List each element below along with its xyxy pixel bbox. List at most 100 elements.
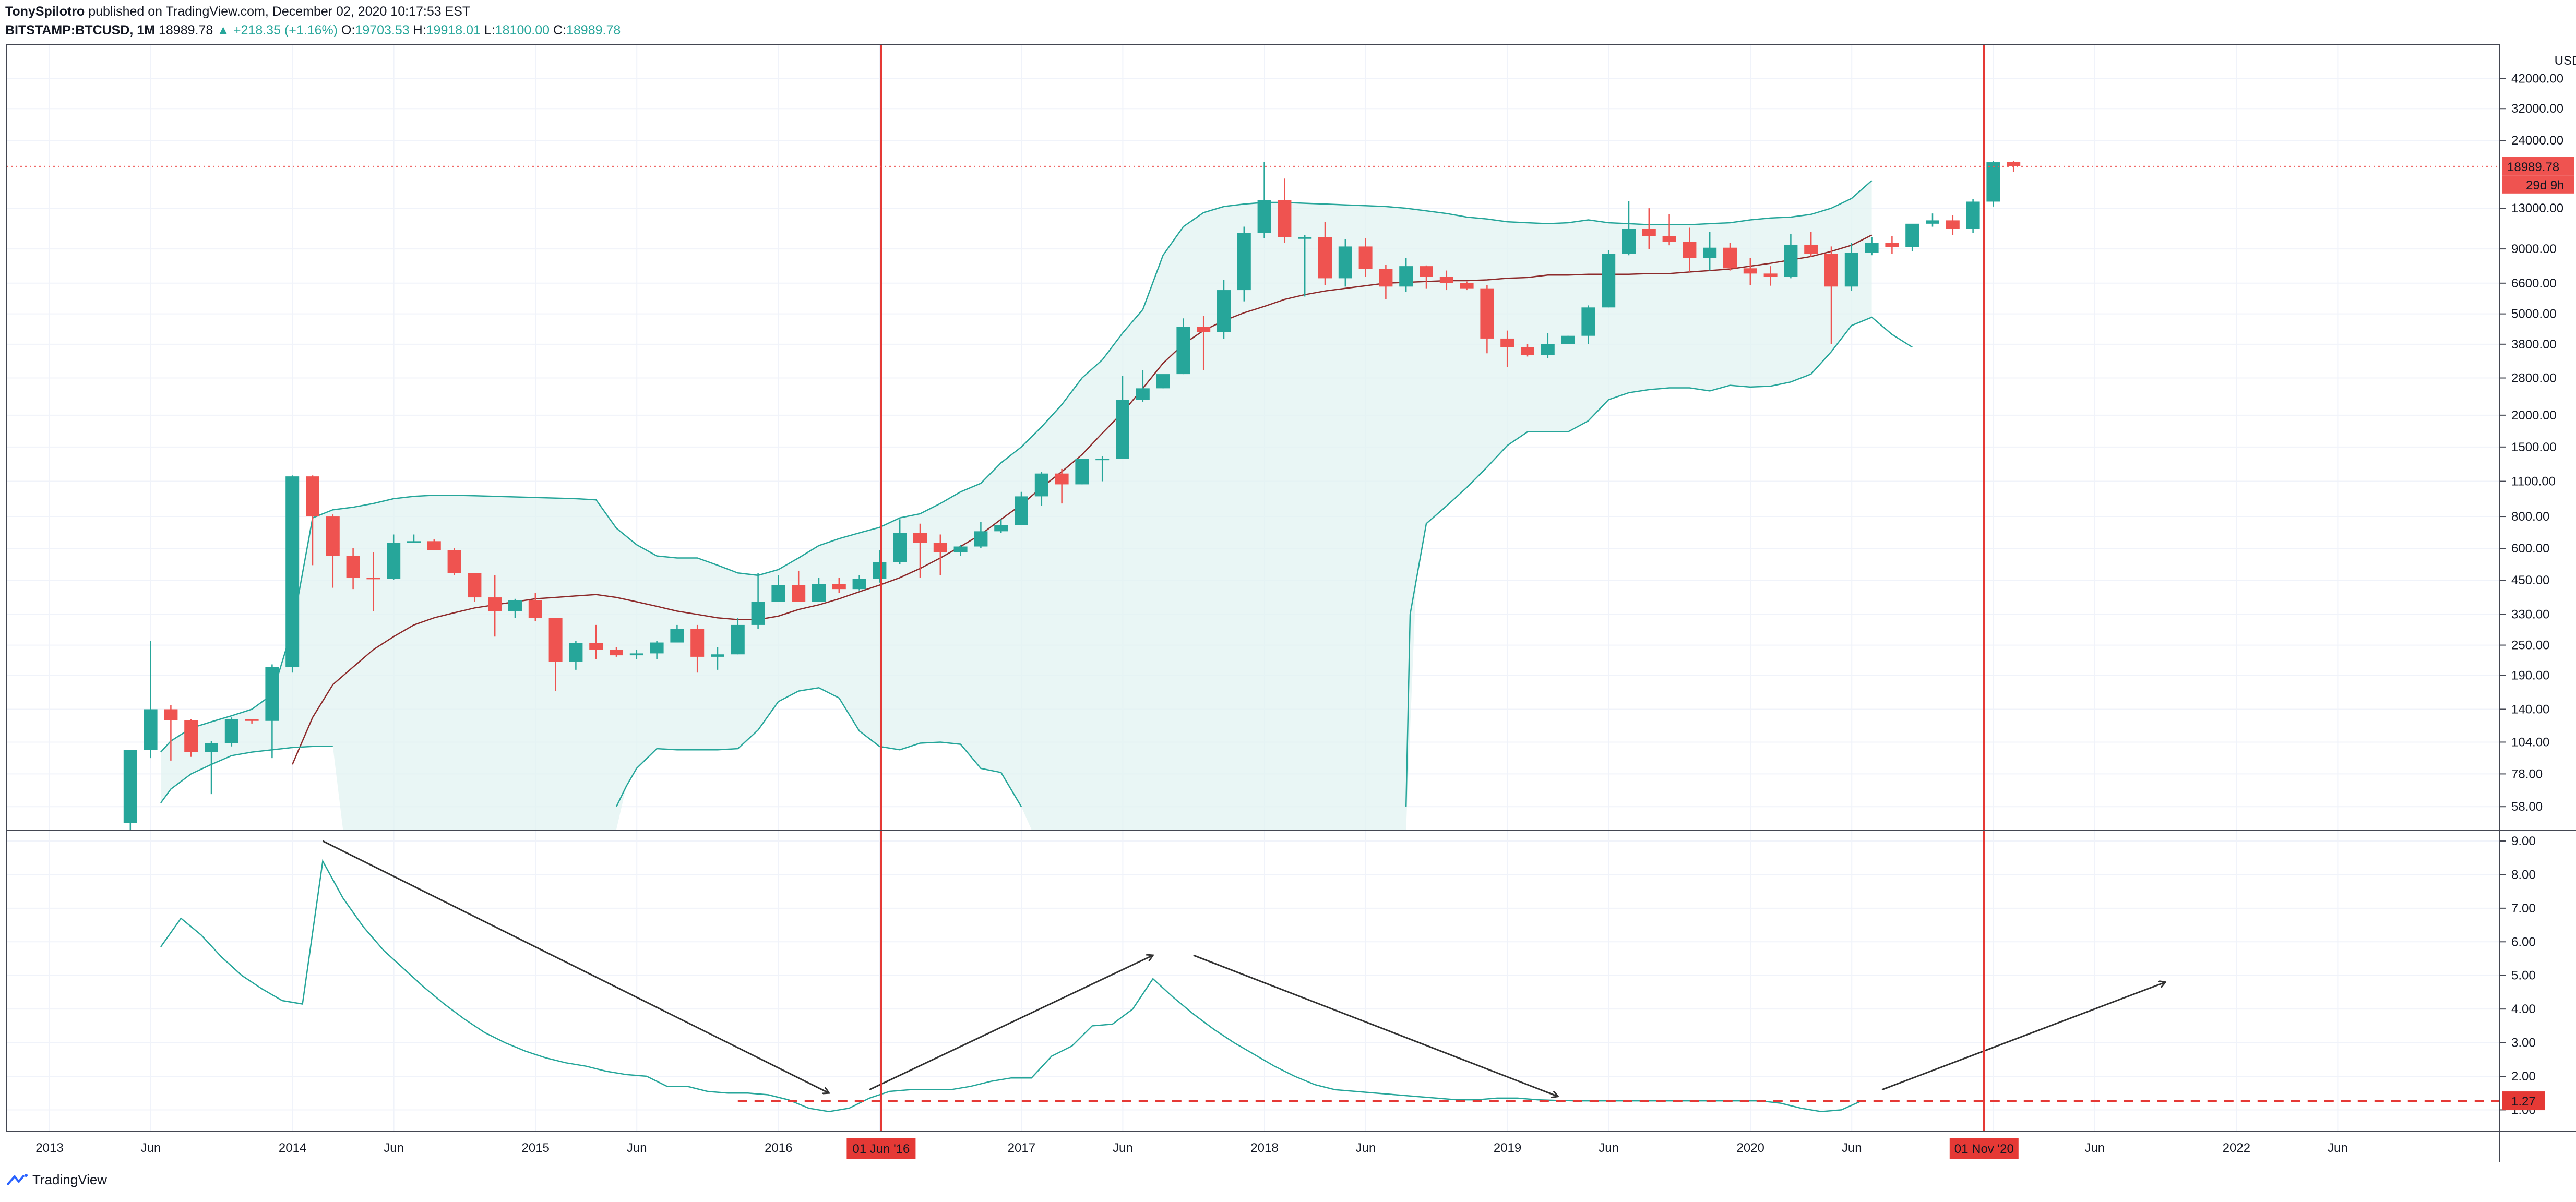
candle-body: [1905, 223, 1919, 247]
y-tick-label: 32000.00: [2511, 102, 2563, 116]
brand-label: TradingView: [32, 1172, 108, 1187]
countdown-badge: [2502, 175, 2574, 194]
y-tick-label: 7.00: [2511, 901, 2536, 916]
candle-body: [548, 618, 563, 662]
y-tick-label: 800.00: [2511, 510, 2549, 524]
candle-body: [346, 556, 360, 578]
annotation-arrow: [1881, 982, 2165, 1091]
price-badge: [2502, 157, 2574, 176]
candle-body: [1480, 288, 1494, 339]
annotation-arrow: [869, 955, 1153, 1091]
ohlc-line: BITSTAMP:BTCUSD, 1M 18989.78 ▲ +218.35 (…: [5, 21, 621, 40]
candle-body: [407, 541, 421, 543]
y-tick-label: 9.00: [2511, 834, 2536, 848]
upper-band-line: [160, 180, 1873, 753]
candle-body: [1844, 253, 1858, 287]
tradingview-brand[interactable]: TradingView: [6, 1172, 107, 1188]
countdown-label: 29d 9h: [2526, 178, 2564, 193]
candle-body: [123, 750, 137, 823]
candle-body: [1521, 347, 1534, 355]
publish-line: TonySpilotro published on TradingView.co…: [5, 2, 621, 21]
y-tick-label: 42000.00: [2511, 72, 2563, 86]
y-tick-label: 6600.00: [2511, 277, 2557, 291]
y-tick-label: 2.00: [2511, 1069, 2536, 1084]
candle-body: [265, 667, 279, 721]
x-tick-label: 2016: [765, 1141, 792, 1155]
candle-body: [1460, 283, 1474, 289]
y-tick-label: 250.00: [2511, 639, 2549, 653]
chart-header: TonySpilotro published on TradingView.co…: [5, 2, 621, 40]
candle-body: [224, 719, 238, 743]
y-tick-label: 6.00: [2511, 935, 2536, 949]
candle-body: [1197, 327, 1211, 332]
candle-body: [245, 719, 259, 721]
candle-body: [1136, 388, 1150, 400]
marker-date-badge: [1949, 1138, 2019, 1159]
x-tick-label: Jun: [1599, 1141, 1619, 1155]
candle-body: [731, 624, 745, 655]
candle-body: [1723, 247, 1737, 269]
x-tick-label: 2017: [1008, 1141, 1035, 1155]
candle-body: [974, 531, 988, 547]
axis-labels: 42000.00 32000.00 24000.00 13000.00 9000.00 6…: [35, 54, 2576, 1159]
x-tick-label: 2022: [2223, 1141, 2250, 1155]
candle-body: [1075, 459, 1089, 485]
candle-body: [792, 585, 806, 602]
y-tick-label: 2000.00: [2511, 408, 2557, 423]
lower-band-line: [615, 687, 1022, 807]
candle-body: [589, 643, 603, 650]
y-tick-label: 8.00: [2511, 868, 2536, 882]
candle-body: [387, 543, 401, 579]
y-tick-label: 450.00: [2511, 573, 2549, 587]
candle-body: [690, 629, 705, 657]
candle-body: [1622, 229, 1636, 254]
close-value: 18989.78: [566, 23, 621, 38]
candle-body: [852, 579, 866, 590]
publisher-name[interactable]: TonySpilotro: [5, 4, 85, 19]
indicator-line: [160, 859, 1862, 1112]
lower-band-line: [1405, 316, 1913, 807]
candle-body: [306, 476, 319, 517]
annotation-overlays: [6, 45, 2500, 1131]
level-badge-label: 1.27: [2511, 1095, 2536, 1109]
x-tick-label: Jun: [2084, 1141, 2105, 1155]
candle-body: [893, 533, 907, 562]
open-label: O:: [341, 23, 355, 38]
candle-body: [953, 546, 968, 552]
candle-body: [1116, 400, 1129, 459]
candle-body: [1763, 273, 1778, 277]
candle-body: [1298, 237, 1312, 239]
y-tick-label: 190.00: [2511, 669, 2549, 683]
published-text: published on TradingView.com, December 0…: [85, 4, 471, 19]
symbol-label[interactable]: BITSTAMP:BTCUSD, 1M: [5, 23, 156, 38]
x-tick-label: Jun: [1113, 1141, 1133, 1155]
candle-body: [650, 642, 664, 654]
candle-body: [1358, 246, 1373, 269]
marker-date-label: 01 Jun '16: [852, 1142, 910, 1156]
candle-body: [771, 585, 785, 602]
candle-body: [285, 476, 300, 667]
candle-body: [508, 600, 522, 611]
candle-body: [1865, 243, 1879, 253]
y-tick-label: 13000.00: [2511, 201, 2563, 215]
candle-body: [629, 653, 643, 656]
x-tick-label: Jun: [141, 1141, 161, 1155]
price-badge-label: 18989.78: [2507, 160, 2559, 174]
candle-body: [1338, 246, 1352, 279]
candle-body: [164, 709, 178, 720]
candle-body: [994, 525, 1008, 532]
candle-body: [1784, 244, 1798, 277]
y-tick-label: 9000.00: [2511, 242, 2557, 256]
candle-body: [1095, 459, 1110, 461]
candle-body: [873, 562, 887, 579]
candle-body: [1237, 233, 1251, 291]
price-change: ▲ +218.35 (+1.16%): [217, 23, 338, 38]
candle-body: [1662, 236, 1676, 242]
candle-body: [1642, 229, 1656, 236]
high-value: 19918.01: [426, 23, 481, 38]
candle-body: [1602, 254, 1616, 308]
low-label: L:: [484, 23, 495, 38]
x-tick-label: 2019: [1494, 1141, 1521, 1155]
candle-body: [144, 709, 158, 750]
